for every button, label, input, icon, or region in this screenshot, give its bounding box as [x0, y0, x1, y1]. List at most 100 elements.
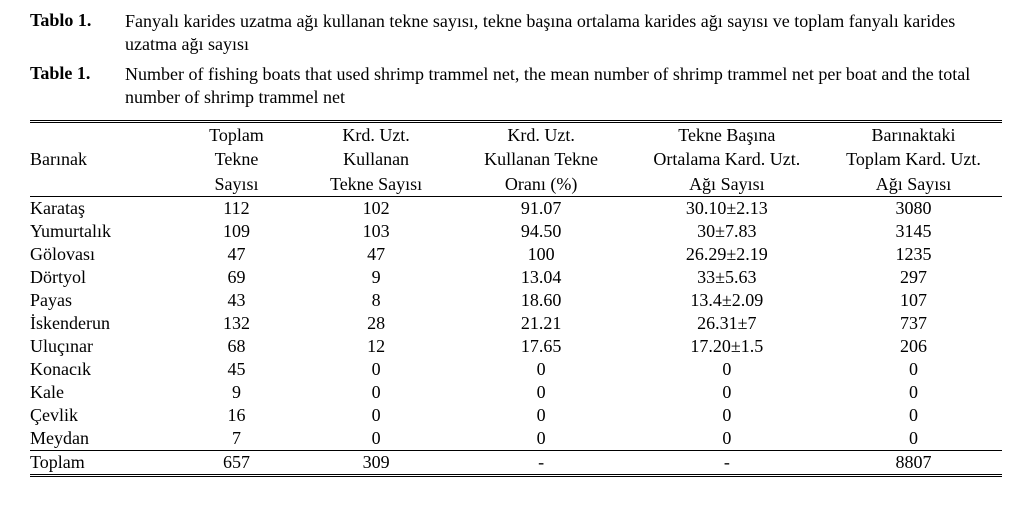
cell-c5: 13.4±2.09 — [629, 289, 825, 312]
cell-c6: 107 — [825, 289, 1002, 312]
total-c4: - — [454, 451, 629, 476]
cell-c6: 206 — [825, 335, 1002, 358]
col-header-6-l3: Ağı Sayısı — [825, 172, 1002, 197]
cell-c5: 0 — [629, 404, 825, 427]
cell-c4: 0 — [454, 427, 629, 451]
cell-c6: 1235 — [825, 243, 1002, 266]
total-c1: Toplam — [30, 451, 174, 476]
cell-c6: 297 — [825, 266, 1002, 289]
col-header-2-l3: Sayısı — [174, 172, 298, 197]
col-header-4-l1: Krd. Uzt. — [454, 121, 629, 147]
table-row: Çevlik160000 — [30, 404, 1002, 427]
table-body: Karataş11210291.0730.10±2.133080Yumurtal… — [30, 197, 1002, 451]
cell-c3: 102 — [299, 197, 454, 221]
col-header-3-l1: Krd. Uzt. — [299, 121, 454, 147]
cell-c6: 0 — [825, 381, 1002, 404]
table-row: Gölovası474710026.29±2.191235 — [30, 243, 1002, 266]
caption-tr-text: Fanyalı karides uzatma ağı kullanan tekn… — [125, 10, 1002, 57]
table-row: Dörtyol69913.0433±5.63297 — [30, 266, 1002, 289]
cell-c1: Karataş — [30, 197, 174, 221]
table-row: Payas43818.6013.4±2.09107 — [30, 289, 1002, 312]
caption-tr: Tablo 1. Fanyalı karides uzatma ağı kull… — [30, 10, 1002, 57]
total-c5: - — [629, 451, 825, 476]
col-header-3-l3: Tekne Sayısı — [299, 172, 454, 197]
col-header-5-l1: Tekne Başına — [629, 121, 825, 147]
cell-c4: 13.04 — [454, 266, 629, 289]
cell-c1: Yumurtalık — [30, 220, 174, 243]
cell-c4: 0 — [454, 358, 629, 381]
cell-c5: 0 — [629, 358, 825, 381]
cell-c3: 8 — [299, 289, 454, 312]
col-header-3-l2: Kullanan — [299, 147, 454, 172]
table-row: Yumurtalık10910394.5030±7.833145 — [30, 220, 1002, 243]
cell-c5: 26.31±7 — [629, 312, 825, 335]
col-header-2-l2: Tekne — [174, 147, 298, 172]
cell-c4: 100 — [454, 243, 629, 266]
total-c6: 8807 — [825, 451, 1002, 476]
cell-c1: Gölovası — [30, 243, 174, 266]
page: Tablo 1. Fanyalı karides uzatma ağı kull… — [0, 0, 1032, 497]
cell-c5: 17.20±1.5 — [629, 335, 825, 358]
cell-c6: 3145 — [825, 220, 1002, 243]
cell-c6: 0 — [825, 358, 1002, 381]
cell-c2: 109 — [174, 220, 298, 243]
col-header-4-l2: Kullanan Tekne — [454, 147, 629, 172]
col-header-4-l3: Oranı (%) — [454, 172, 629, 197]
cell-c1: Konacık — [30, 358, 174, 381]
cell-c2: 69 — [174, 266, 298, 289]
table-total-row: Toplam 657 309 - - 8807 — [30, 451, 1002, 476]
cell-c4: 18.60 — [454, 289, 629, 312]
data-table: Toplam Krd. Uzt. Krd. Uzt. Tekne Başına … — [30, 120, 1002, 478]
cell-c1: Payas — [30, 289, 174, 312]
cell-c1: İskenderun — [30, 312, 174, 335]
cell-c4: 0 — [454, 381, 629, 404]
cell-c1: Uluçınar — [30, 335, 174, 358]
col-header-6-l2: Toplam Kard. Uzt. — [825, 147, 1002, 172]
cell-c2: 7 — [174, 427, 298, 451]
cell-c2: 45 — [174, 358, 298, 381]
cell-c3: 28 — [299, 312, 454, 335]
cell-c3: 0 — [299, 427, 454, 451]
cell-c3: 0 — [299, 358, 454, 381]
cell-c5: 33±5.63 — [629, 266, 825, 289]
cell-c2: 68 — [174, 335, 298, 358]
cell-c1: Dörtyol — [30, 266, 174, 289]
col-header-5-l2: Ortalama Kard. Uzt. — [629, 147, 825, 172]
cell-c2: 43 — [174, 289, 298, 312]
cell-c2: 47 — [174, 243, 298, 266]
cell-c1: Kale — [30, 381, 174, 404]
cell-c4: 21.21 — [454, 312, 629, 335]
cell-c3: 103 — [299, 220, 454, 243]
cell-c5: 26.29±2.19 — [629, 243, 825, 266]
cell-c6: 0 — [825, 427, 1002, 451]
cell-c2: 9 — [174, 381, 298, 404]
total-c2: 657 — [174, 451, 298, 476]
caption-tr-label: Tablo 1. — [30, 10, 125, 31]
table-row: Kale90000 — [30, 381, 1002, 404]
cell-c5: 30±7.83 — [629, 220, 825, 243]
col-header-1-l1 — [30, 121, 174, 147]
caption-en-text: Number of fishing boats that used shrimp… — [125, 63, 1002, 110]
cell-c5: 0 — [629, 427, 825, 451]
cell-c4: 94.50 — [454, 220, 629, 243]
cell-c2: 112 — [174, 197, 298, 221]
caption-en: Table 1. Number of fishing boats that us… — [30, 63, 1002, 110]
table-row: İskenderun1322821.2126.31±7737 — [30, 312, 1002, 335]
cell-c6: 3080 — [825, 197, 1002, 221]
col-header-2-l1: Toplam — [174, 121, 298, 147]
cell-c2: 132 — [174, 312, 298, 335]
col-header-5-l3: Ağı Sayısı — [629, 172, 825, 197]
total-c3: 309 — [299, 451, 454, 476]
table-row: Karataş11210291.0730.10±2.133080 — [30, 197, 1002, 221]
caption-en-label: Table 1. — [30, 63, 125, 84]
cell-c3: 47 — [299, 243, 454, 266]
cell-c1: Meydan — [30, 427, 174, 451]
cell-c3: 9 — [299, 266, 454, 289]
cell-c4: 17.65 — [454, 335, 629, 358]
cell-c6: 737 — [825, 312, 1002, 335]
cell-c3: 0 — [299, 381, 454, 404]
table-row: Uluçınar681217.6517.20±1.5206 — [30, 335, 1002, 358]
cell-c4: 91.07 — [454, 197, 629, 221]
table-row: Meydan70000 — [30, 427, 1002, 451]
cell-c3: 0 — [299, 404, 454, 427]
